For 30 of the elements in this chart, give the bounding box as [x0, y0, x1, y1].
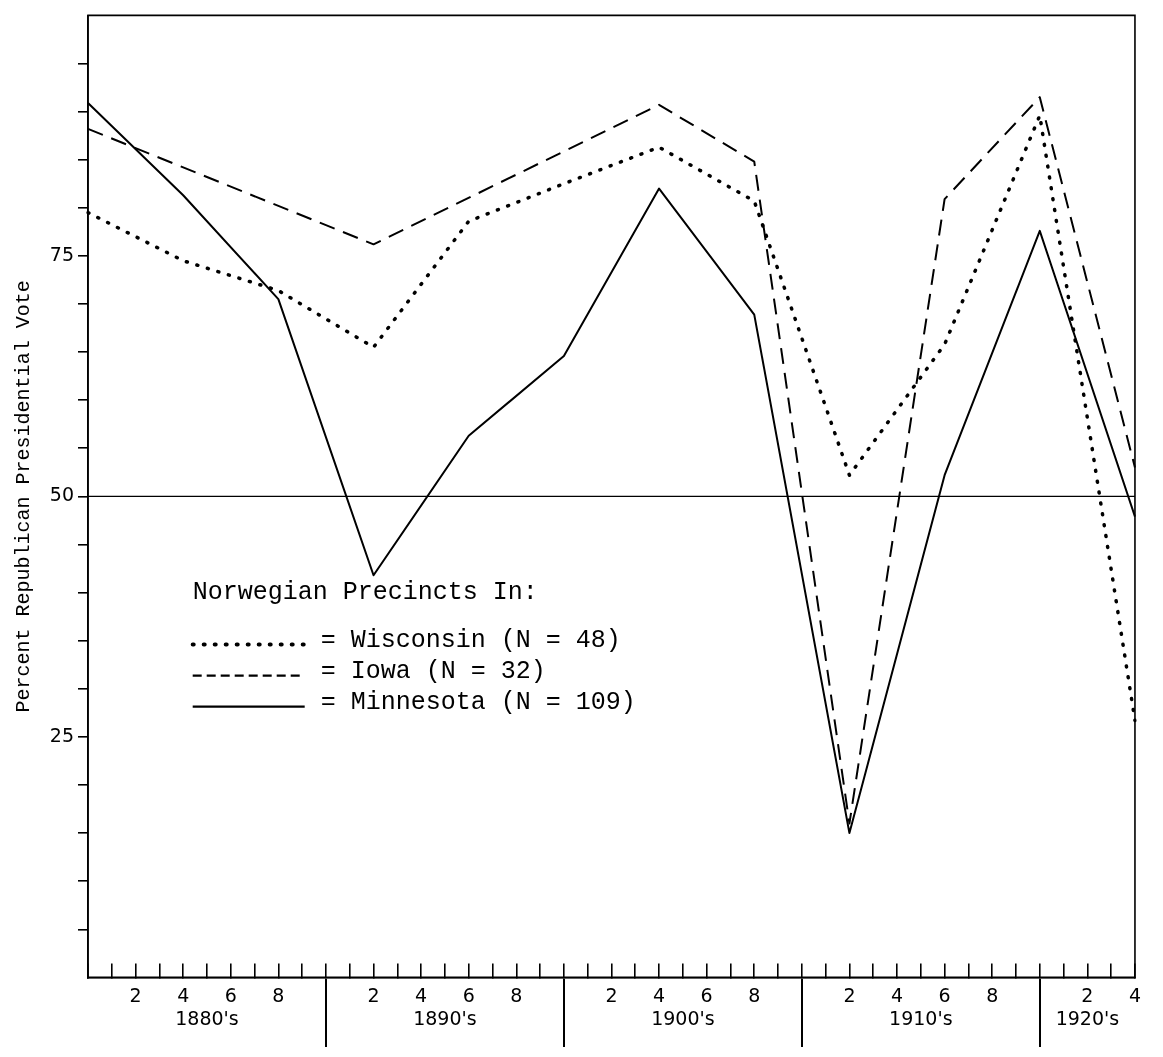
x-tick-label: 4 [1128, 983, 1141, 1006]
legend-label: = Minnesota (N = 109) [320, 688, 636, 718]
x-tick-label: 4 [890, 983, 904, 1006]
legend-title: Norwegian Precincts In: [192, 578, 538, 608]
x-tick-label: 6 [462, 983, 475, 1006]
x-tick-label: 1900's [651, 1006, 715, 1029]
legend-label: = Wisconsin (N = 48) [320, 626, 621, 656]
y-axis-title: Percent Republican Presidential Vote [12, 280, 36, 713]
y-tick-label: 25 [49, 723, 74, 746]
x-tick-label: 4 [415, 983, 428, 1006]
x-tick-label: 8 [272, 983, 285, 1006]
x-tick-label: 2 1920's [1055, 983, 1120, 1029]
x-tick-label: 6 [938, 983, 951, 1006]
x-tick-label: 6 [224, 983, 237, 1006]
x-tick-label: 1910's [889, 1006, 953, 1029]
x-tick-label: 8 [986, 983, 999, 1006]
x-tick-label: 8 [748, 983, 761, 1006]
legend-label: = Iowa (N = 32) [320, 657, 546, 687]
x-tick-label: 1880's [175, 1006, 239, 1029]
x-tick-label: 4 [177, 983, 190, 1006]
x-tick-label: 1890's [413, 1006, 477, 1029]
x-tick-label: 2 [129, 983, 142, 1006]
y-tick-label: 50 [49, 483, 74, 506]
x-tick-label: 2 [367, 983, 380, 1006]
x-tick-label: 2 [605, 983, 618, 1006]
x-tick-label: 6 [700, 983, 713, 1006]
x-tick-label: 8 [510, 983, 523, 1006]
x-tick-label: 4 [653, 983, 666, 1006]
y-tick-label: 75 [49, 242, 74, 265]
x-tick-label: 2 [843, 983, 856, 1006]
